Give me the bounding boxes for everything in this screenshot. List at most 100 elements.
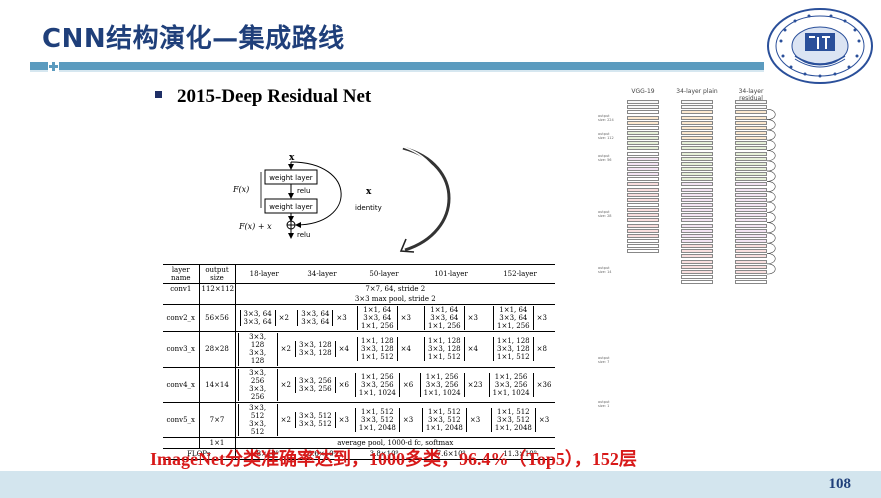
block-line: 1×1, 512 (361, 353, 394, 362)
layer-box (735, 130, 767, 135)
table-row: FLOPs 1.8×10⁹ 3.6×10⁹ 3.8×10⁹ 7.6×10⁹ 11… (163, 448, 555, 460)
block-cell: 3×3, 128 3×3, 128 ×2 (235, 331, 293, 368)
block-line: 3×3, 512 (299, 411, 332, 420)
layer-box (627, 208, 659, 213)
block-matrix: 3×3, 512 3×3, 512 ×3 (295, 411, 349, 428)
fx-label: F(x) (232, 185, 249, 194)
layer-box (735, 146, 767, 151)
skip-arc (766, 191, 776, 203)
layer-box (681, 223, 713, 228)
arch-column-vgg19 (627, 99, 659, 254)
block-cell: 3×3, 512 3×3, 512 ×2 (235, 402, 293, 438)
block-line: 1×1, 256 (497, 322, 530, 331)
table-row: conv2_x 56×56 3×3, 64 3×3, 64 ×2 3×3, 64 3×… (163, 304, 555, 333)
skip-arc (766, 263, 776, 275)
identity-label: identity (355, 204, 382, 212)
layer-box (681, 244, 713, 249)
layer-box (681, 182, 713, 187)
arch-side-label: output size: 56 (598, 154, 612, 162)
layer-box (627, 197, 659, 202)
layer-box (681, 233, 713, 238)
block-matrix: 3×3, 64 3×3, 64 ×2 (239, 310, 289, 327)
table-row: conv3_x 28×28 3×3, 128 3×3, 128 ×2 3×3, 12… (163, 331, 555, 368)
layer-box (627, 161, 659, 166)
block-line: 1×1, 128 (497, 337, 530, 346)
layer-box (681, 151, 713, 156)
output-size-cell: 1×1 (199, 437, 236, 449)
skip-arc (766, 109, 776, 120)
layer-box (681, 110, 713, 115)
block-multiplier: ×3 (536, 314, 547, 323)
layer-box (735, 208, 767, 213)
layer-box (735, 125, 767, 130)
layer-box (627, 166, 659, 171)
block-multiplier: ×4 (400, 345, 411, 354)
bullet-text: 2015-Deep Residual Net (177, 86, 372, 107)
layer-box (735, 187, 767, 192)
block-cell: 1×1, 128 3×3, 128 1×1, 512 ×4 (351, 331, 417, 368)
block-multiplier: ×4 (338, 345, 349, 354)
block-multiplier: ×3 (402, 415, 414, 424)
block-line: 3×3, 128 (497, 345, 530, 354)
conv1-desc-cell: 7×7, 64, stride 2 (365, 285, 426, 294)
layer-box (627, 177, 659, 182)
table-row: conv1 112×112 7×7, 64, stride 2 (163, 283, 555, 306)
layer-box (735, 177, 767, 182)
block-line: 3×3, 512 (361, 415, 394, 424)
block-cell: 3×3, 256 3×3, 256 ×6 (293, 367, 351, 403)
arch-side-label: output size: 7 (598, 356, 610, 364)
block-line: 1×1, 256 (361, 372, 394, 381)
layer-box (681, 166, 713, 171)
layer-box (735, 100, 767, 105)
block-cell: 1×1, 128 3×3, 128 1×1, 512 ×4 (417, 331, 485, 368)
layer-name-cell (163, 437, 200, 449)
layer-box (681, 172, 713, 177)
shortcut-x-label: x (366, 187, 372, 197)
block-multiplier: ×2 (280, 415, 291, 424)
layer-box (627, 120, 659, 125)
layer-name-cell: conv1 (163, 283, 200, 306)
layer-box (735, 223, 767, 228)
block-cell: 1×1, 64 3×3, 64 1×1, 256 ×3 (417, 304, 485, 333)
layer-box (681, 249, 713, 254)
layer-box (627, 100, 659, 105)
skip-arc (766, 222, 776, 234)
skip-arc (766, 253, 776, 265)
arch-side-label: output size: 112 (598, 132, 614, 140)
skip-arc (766, 201, 776, 213)
block-line: 1×1, 256 (361, 322, 394, 331)
block-input-label: x (289, 153, 295, 163)
block-line: 3×3, 128 (249, 349, 267, 366)
output-size-cell: 56×56 (199, 304, 236, 333)
arch-header-residual: 34-layer residual (738, 88, 764, 102)
layer-box (735, 254, 767, 259)
block-matrix: 3×3, 64 3×3, 64 ×3 (297, 310, 347, 327)
header-layer-name: layer name (163, 263, 200, 285)
block-matrix: 1×1, 512 3×3, 512 1×1, 2048 ×3 (421, 407, 480, 432)
block-multiplier: ×3 (338, 415, 349, 424)
output-size-cell (199, 294, 236, 306)
layer-box (735, 259, 767, 264)
layer-box (627, 233, 659, 238)
skip-arc (766, 139, 776, 151)
flops-label-cell: FLOPs (163, 448, 236, 460)
layer-box (735, 228, 767, 233)
header-output-size: output size (199, 263, 236, 285)
block-line: 3×3, 512 (428, 415, 461, 424)
block-line: 1×1, 512 (361, 407, 394, 416)
block-line: 3×3, 64 (301, 318, 330, 327)
layer-box (627, 151, 659, 156)
square-bullet-icon (155, 91, 162, 99)
layer-box (627, 249, 659, 254)
layer-name-cell: conv2_x (163, 304, 200, 333)
block-cell: 1×1, 64 3×3, 64 1×1, 256 ×3 (351, 304, 417, 333)
skip-arc (766, 212, 776, 223)
layer-box (627, 115, 659, 120)
table-row: conv4_x 14×14 3×3, 256 3×3, 256 ×2 3×3, 25… (163, 367, 555, 403)
flops-value-cell: 1.8×10⁹ (235, 448, 293, 460)
block-cell: 1×1, 128 3×3, 128 1×1, 512 ×8 (485, 331, 555, 368)
table-row: 3×3 max pool, stride 2 (163, 294, 555, 306)
layer-box (735, 233, 767, 238)
layer-box (681, 156, 713, 161)
block-matrix: 1×1, 128 3×3, 128 1×1, 512 ×8 (493, 337, 547, 362)
